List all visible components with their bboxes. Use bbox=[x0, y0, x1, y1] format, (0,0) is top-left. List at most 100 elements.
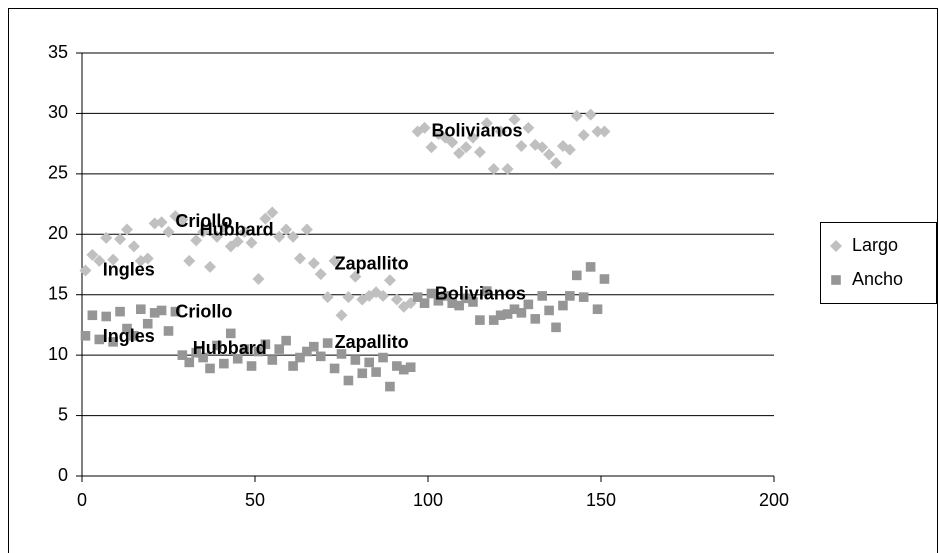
point bbox=[475, 315, 485, 325]
point bbox=[141, 252, 154, 265]
point bbox=[127, 240, 140, 253]
annotation: Zapallito bbox=[335, 332, 409, 352]
point bbox=[115, 306, 125, 317]
point bbox=[191, 347, 201, 358]
point bbox=[100, 231, 113, 244]
point bbox=[212, 340, 222, 351]
point bbox=[508, 113, 521, 126]
point bbox=[425, 141, 438, 154]
point bbox=[86, 248, 99, 261]
point bbox=[184, 357, 195, 368]
point bbox=[350, 355, 361, 365]
point bbox=[260, 339, 271, 350]
legend-marker bbox=[831, 275, 841, 285]
point bbox=[488, 315, 499, 325]
point bbox=[565, 291, 575, 301]
point bbox=[136, 304, 146, 315]
y-tick-label: 20 bbox=[48, 223, 68, 243]
point bbox=[219, 358, 229, 369]
point bbox=[322, 338, 333, 348]
point bbox=[536, 141, 549, 154]
annotation: Criollo bbox=[175, 211, 232, 231]
point bbox=[571, 270, 582, 281]
point bbox=[543, 148, 556, 161]
point bbox=[266, 206, 279, 219]
point bbox=[120, 223, 133, 236]
annotation: Bolivianos bbox=[435, 283, 526, 303]
point bbox=[163, 326, 174, 336]
point bbox=[314, 268, 327, 281]
legend-box bbox=[820, 222, 937, 304]
point bbox=[433, 295, 444, 306]
point bbox=[252, 273, 265, 286]
point bbox=[307, 257, 320, 270]
chart-frame bbox=[8, 8, 938, 553]
point bbox=[288, 361, 298, 371]
point bbox=[328, 254, 341, 267]
point bbox=[419, 298, 430, 308]
point bbox=[101, 311, 112, 322]
y-tick-label: 35 bbox=[48, 42, 68, 62]
point bbox=[592, 304, 603, 315]
point bbox=[239, 344, 250, 354]
annotation: Ingles bbox=[103, 326, 155, 346]
point bbox=[155, 216, 168, 229]
annotation: Zapallito bbox=[335, 253, 409, 273]
x-tick-label: 200 bbox=[759, 490, 789, 510]
point bbox=[426, 288, 437, 299]
point bbox=[343, 375, 354, 386]
legend-marker bbox=[830, 240, 842, 252]
x-tick-label: 150 bbox=[586, 490, 616, 510]
point bbox=[383, 274, 396, 287]
point bbox=[315, 351, 326, 362]
point bbox=[591, 125, 604, 138]
point bbox=[176, 213, 189, 226]
point bbox=[551, 322, 561, 333]
point bbox=[197, 225, 210, 238]
point bbox=[210, 230, 223, 243]
point bbox=[156, 305, 167, 316]
point bbox=[515, 140, 528, 153]
point bbox=[293, 252, 306, 265]
point bbox=[468, 297, 478, 307]
point bbox=[398, 364, 409, 375]
point bbox=[466, 131, 479, 144]
point bbox=[577, 129, 590, 142]
point bbox=[516, 308, 527, 318]
point bbox=[578, 292, 589, 302]
point bbox=[217, 221, 230, 234]
x-tick-label: 0 bbox=[77, 490, 87, 510]
point bbox=[523, 299, 534, 310]
point bbox=[336, 349, 347, 359]
point bbox=[129, 331, 139, 341]
point bbox=[80, 331, 91, 341]
point bbox=[205, 363, 215, 374]
x-tick-label: 50 bbox=[245, 490, 265, 510]
point bbox=[377, 289, 390, 302]
point bbox=[281, 335, 291, 346]
point bbox=[302, 346, 312, 357]
x-tick-label: 100 bbox=[413, 490, 443, 510]
point bbox=[273, 230, 286, 243]
point bbox=[563, 143, 576, 156]
point bbox=[460, 141, 473, 154]
point bbox=[364, 357, 374, 368]
annotation: Hubbard bbox=[200, 219, 274, 239]
point bbox=[321, 291, 334, 304]
point bbox=[238, 225, 251, 238]
point bbox=[509, 304, 520, 315]
point bbox=[598, 125, 611, 138]
point bbox=[371, 367, 381, 377]
point bbox=[537, 291, 547, 301]
point bbox=[335, 309, 348, 322]
point bbox=[446, 136, 459, 149]
point bbox=[473, 146, 486, 159]
legend bbox=[820, 222, 937, 304]
point bbox=[418, 121, 431, 134]
point bbox=[267, 355, 278, 365]
point bbox=[585, 262, 596, 272]
legend-label: Ancho bbox=[852, 269, 903, 289]
annotation: Criollo bbox=[175, 302, 232, 322]
annotation: Ingles bbox=[103, 259, 155, 279]
point bbox=[183, 254, 196, 267]
